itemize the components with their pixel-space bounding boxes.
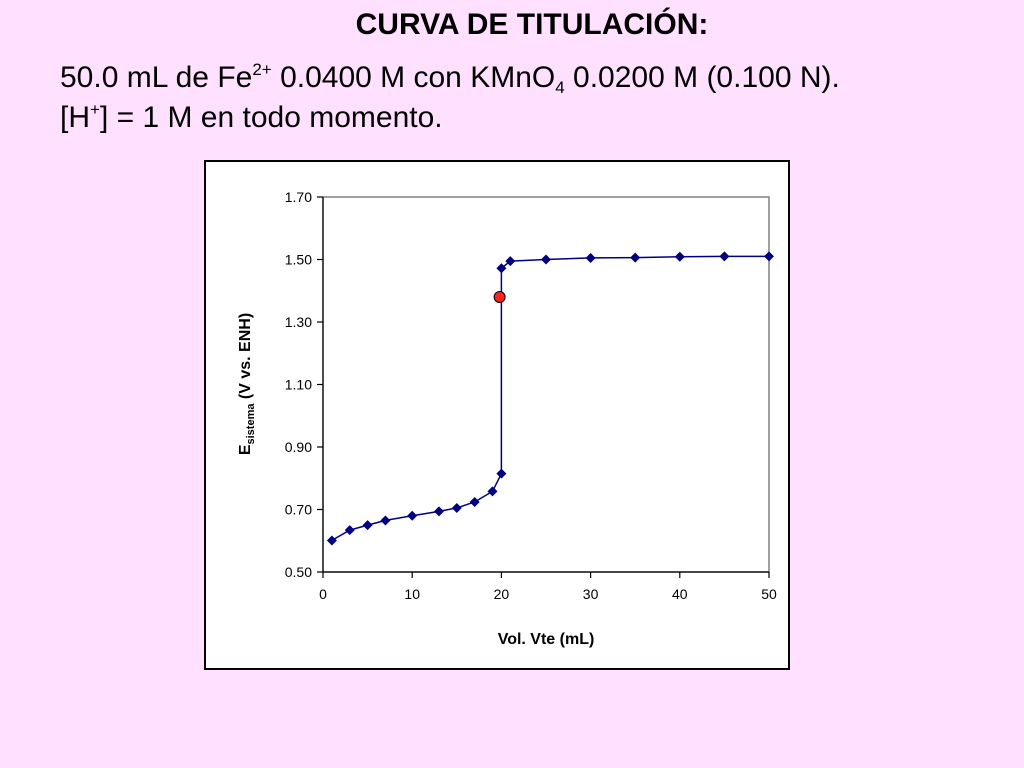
x-tick-label: 10 <box>404 586 420 602</box>
x-tick-label: 20 <box>494 586 510 602</box>
data-point-marker <box>380 515 391 526</box>
x-axis-ticks: 0 10 20 30 40 50 <box>319 572 777 602</box>
x-tick-label: 30 <box>583 586 599 602</box>
subtitle-text: 0.0200 M (0.100 N). <box>564 61 840 94</box>
charge-superscript: 2+ <box>252 60 272 79</box>
data-point-marker <box>407 510 418 521</box>
subtitle: 50.0 mL de Fe2+ 0.0400 M con KMnO4 0.020… <box>60 58 840 138</box>
y-axis-title-sub: sistema <box>245 403 257 445</box>
data-point-marker <box>487 486 498 497</box>
data-point-marker <box>451 502 462 513</box>
titration-chart: 0 10 20 30 40 50 0.50 0.70 0.90 1.10 1.30 1.50 1.70… <box>237 189 777 648</box>
x-tick-label: 40 <box>672 586 688 602</box>
data-point-marker <box>719 251 730 262</box>
page-title: CURVA DE TITULACIÓN: <box>355 8 709 41</box>
formula-subscript: 4 <box>555 78 565 97</box>
plot-area <box>322 196 770 573</box>
data-point-marker <box>496 263 507 274</box>
y-axis-title-rest: (V vs. ENH) <box>237 313 254 404</box>
data-point-marker <box>585 252 596 263</box>
y-axis-ticks: 0.50 0.70 0.90 1.10 1.30 1.50 1.70 <box>285 189 323 580</box>
equivalence-point-marker <box>493 291 506 303</box>
y-tick-label: 1.70 <box>285 189 312 205</box>
y-tick-label: 0.90 <box>285 439 312 455</box>
subtitle-line-1: 50.0 mL de Fe2+ 0.0400 M con KMnO4 0.020… <box>60 58 840 98</box>
data-point-marker <box>630 252 641 263</box>
x-tick-label: 0 <box>319 586 327 602</box>
data-point-marker <box>505 256 516 267</box>
y-tick-label: 0.70 <box>285 502 312 518</box>
chart-frame: 0 10 20 30 40 50 0.50 0.70 0.90 1.10 1.30 1.50 1.70… <box>204 160 790 670</box>
data-point-marker <box>433 506 444 517</box>
data-point-marker <box>469 497 480 507</box>
data-point-marker <box>674 251 685 262</box>
subtitle-text: 50.0 mL de Fe <box>60 61 253 94</box>
data-point-marker <box>344 525 355 536</box>
y-axis-title-main: E <box>237 444 254 455</box>
series-group <box>326 251 774 546</box>
x-axis-title: Vol. Vte (mL) <box>498 631 595 648</box>
data-point-marker <box>326 535 337 546</box>
data-point-marker <box>541 254 551 265</box>
y-tick-label: 1.50 <box>285 252 312 268</box>
subtitle-text: [H <box>60 101 90 134</box>
data-point-marker <box>362 520 373 531</box>
subtitle-text: ] = 1 M en todo momento. <box>99 101 443 134</box>
y-tick-label: 1.10 <box>285 377 312 393</box>
subtitle-text: 0.0400 M con KMnO <box>271 61 556 94</box>
charge-superscript: + <box>90 100 100 119</box>
subtitle-line-2: [H+] = 1 M en todo momento. <box>60 98 840 138</box>
y-tick-label: 1.30 <box>285 314 312 330</box>
y-axis-title: Esistema (V vs. ENH) <box>237 313 257 455</box>
data-point-marker <box>496 468 507 479</box>
y-tick-label: 0.50 <box>285 564 312 580</box>
x-tick-label: 50 <box>761 586 777 602</box>
data-point-marker <box>764 251 774 262</box>
